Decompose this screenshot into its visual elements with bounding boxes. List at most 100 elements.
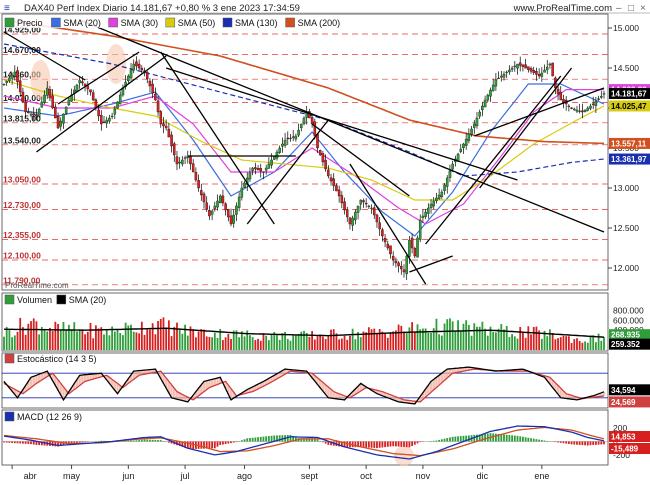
candle-body	[457, 154, 459, 161]
macd-hist-bar	[265, 436, 267, 441]
candle-body	[557, 89, 559, 94]
volume-bar	[487, 336, 489, 350]
volume-bar	[360, 337, 362, 350]
macd-hist-bar	[325, 442, 327, 444]
macd-hist-bar	[379, 442, 381, 448]
volume-bar	[117, 329, 119, 350]
candle-body	[560, 92, 562, 100]
x-month-label: ene	[534, 471, 549, 481]
candle-body	[395, 261, 397, 263]
volume-bar	[98, 328, 100, 350]
macd-hist-bar	[525, 437, 527, 441]
candle-body	[157, 101, 159, 112]
volume-tick-label: 600.000	[613, 315, 644, 325]
volume-bar	[252, 337, 254, 350]
legend-swatch-2	[109, 18, 118, 27]
candle-body	[549, 64, 551, 65]
candle-body	[492, 85, 494, 91]
candle-body	[392, 256, 394, 260]
volume-bar	[290, 341, 292, 350]
legend-label-0: MACD (12 26 9)	[17, 412, 82, 422]
volume-bar	[263, 333, 265, 350]
macd-hist-bar	[236, 442, 238, 443]
candle-body	[165, 126, 167, 128]
macd-hist-bar	[554, 442, 556, 443]
macd-hist-bar	[14, 442, 16, 444]
macd-hist-bar	[433, 441, 435, 442]
candle-body	[41, 102, 43, 107]
candle-body	[568, 106, 570, 107]
macd-hist-bar	[81, 442, 83, 443]
macd-hist-bar	[511, 435, 513, 441]
volume-bar	[333, 329, 335, 350]
volume-bar	[257, 339, 259, 350]
candle-body	[295, 136, 297, 139]
volume-bar	[460, 331, 462, 350]
macd-value-tag-1: -15,489	[611, 445, 639, 454]
candle-body	[584, 110, 586, 112]
candle-body	[38, 109, 40, 116]
volume-bar	[398, 325, 400, 350]
candle-body	[595, 101, 597, 105]
macd-hist-bar	[371, 442, 373, 448]
candle-body	[506, 72, 508, 73]
volume-bar	[376, 333, 378, 350]
candle-body	[430, 204, 432, 208]
level-label: 13.540,00	[3, 135, 41, 145]
volume-bar	[157, 321, 159, 350]
volume-bar	[260, 341, 262, 350]
legend-label-5: SMA (200)	[298, 18, 341, 28]
candle-body	[146, 72, 148, 79]
candle-body	[97, 110, 99, 116]
maximize-icon[interactable]: □	[628, 3, 634, 14]
macd-value-tag-0: 14,853	[611, 433, 636, 442]
candle-body	[438, 195, 440, 199]
x-month-label: dic	[477, 471, 489, 481]
candle-body	[100, 115, 102, 124]
candle-body	[397, 263, 399, 266]
volume-bar	[317, 336, 319, 350]
price-value-tag-4: 13.361,97	[611, 155, 647, 164]
macd-hist-bar	[438, 440, 440, 442]
price-tick-label: 13.000	[613, 183, 639, 193]
volume-bar	[463, 324, 465, 350]
volume-bar	[409, 327, 411, 350]
macd-hist-bar	[200, 442, 202, 449]
macd-hist-bar	[500, 434, 502, 441]
volume-bar	[241, 331, 243, 350]
macd-hist-bar	[130, 441, 132, 442]
macd-hist-bar	[398, 442, 400, 447]
minimize-icon[interactable]: –	[616, 3, 622, 14]
site-link[interactable]: www.ProRealTime.com	[513, 3, 612, 14]
candle-body	[525, 65, 527, 68]
candle-body	[414, 248, 416, 256]
volume-bar	[352, 329, 354, 350]
volume-bar	[549, 329, 551, 350]
candle-body	[425, 212, 427, 217]
candle-body	[343, 202, 345, 210]
candle-body	[241, 188, 243, 197]
volume-bar	[279, 340, 281, 350]
volume-bar	[533, 327, 535, 350]
candle-body	[8, 78, 10, 81]
macd-hist-bar	[390, 442, 392, 447]
menu-icon[interactable]: ≡	[4, 3, 10, 14]
close-icon[interactable]: ×	[640, 3, 646, 14]
volume-bar	[100, 327, 102, 350]
macd-hist-bar	[19, 442, 21, 444]
volume-bar	[457, 320, 459, 350]
macd-hist-bar	[441, 439, 443, 441]
macd-hist-bar	[519, 436, 521, 441]
volume-bar	[471, 336, 473, 350]
macd-hist-bar	[225, 442, 227, 445]
volume-bar	[73, 322, 75, 350]
volume-bar	[522, 333, 524, 350]
legend-label-0: Estocástico (14 3 5)	[17, 354, 97, 364]
volume-bar	[406, 333, 408, 350]
legend-label-3: SMA (50)	[178, 18, 216, 28]
candle-body	[179, 162, 181, 163]
volume-bar	[206, 336, 208, 350]
macd-hist-bar	[400, 442, 402, 447]
candle-body	[176, 157, 178, 164]
candle-body	[238, 197, 240, 208]
